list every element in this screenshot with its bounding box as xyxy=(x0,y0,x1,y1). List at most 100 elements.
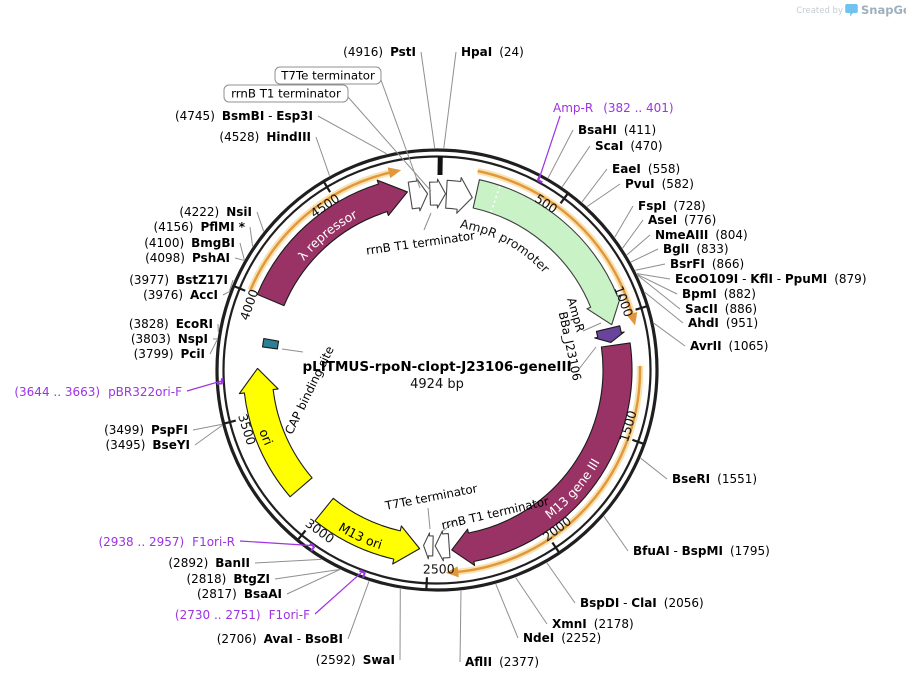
m13-ori-feature[interactable] xyxy=(314,497,421,565)
rrnb-t1-terminator-top-feature[interactable] xyxy=(429,178,447,209)
plasmid-title: pLITMUS-rpoN-cIopt-J23106-geneIII xyxy=(303,359,572,375)
rrnb-t1-terminator-bottom-feature[interactable] xyxy=(434,530,451,562)
boxed-label-leader xyxy=(380,79,421,189)
site-label-avai-bsobi[interactable]: (2706) AvaI - BsoBI xyxy=(217,632,343,646)
site-leader-line xyxy=(459,590,462,663)
orf-arc-arrowhead xyxy=(387,167,402,179)
primer-label-f1ori-r[interactable]: (2938 .. 2957) F1ori-R xyxy=(98,535,235,549)
site-leader-line xyxy=(581,168,608,203)
t7te-terminator-top-feature[interactable] xyxy=(407,177,429,212)
site-label-bspdi-clai[interactable]: BspDI - ClaI (2056) xyxy=(580,596,704,610)
plasmid-size: 4924 bp xyxy=(410,377,464,392)
site-label-sacii[interactable]: SacII (886) xyxy=(685,302,757,316)
primer-label-pbr322ori-f[interactable]: (3644 .. 3663) pBR322ori-F xyxy=(14,385,182,399)
orf-arc xyxy=(249,171,392,291)
primer-leader-line xyxy=(538,115,561,180)
site-leader-line xyxy=(209,339,218,355)
cap-binding-site-feature[interactable] xyxy=(261,337,280,350)
inside-label-leader xyxy=(423,212,432,231)
site-label-acci[interactable]: (3976) AccI xyxy=(143,288,218,302)
ampr-feature[interactable] xyxy=(472,179,622,326)
site-label-bmgbi[interactable]: (4100) BmgBI xyxy=(144,236,235,250)
site-label-ecoo109i-kfli-ppumi[interactable]: EcoO109I - KflI - PpuMI (879) xyxy=(675,272,867,286)
site-leader-line xyxy=(254,558,322,564)
site-leader-line xyxy=(515,577,548,625)
inside-label-leader xyxy=(578,346,597,370)
site-label-pflmi[interactable]: (4156) PflMI * xyxy=(154,220,246,234)
site-label-hindiii[interactable]: (4528) HindIII xyxy=(219,130,311,144)
bba-j23106-feature[interactable] xyxy=(594,325,625,344)
site-leader-line xyxy=(547,129,574,179)
primer-mark-tick xyxy=(310,545,316,552)
site-label-bgli[interactable]: BglI (833) xyxy=(663,242,729,256)
site-leader-line xyxy=(603,516,629,552)
site-label-ahdi[interactable]: AhdI (951) xyxy=(688,316,758,330)
inside-label-t7te-terminator: T7Te terminator xyxy=(383,481,479,513)
site-label-nspi[interactable]: (3803) NspI xyxy=(131,332,208,346)
site-label-aflii[interactable]: AflII (2377) xyxy=(465,655,539,669)
site-leader-line xyxy=(274,569,340,580)
site-leader-line xyxy=(637,275,681,310)
site-label-bsaai[interactable]: (2817) BsaAI xyxy=(197,587,282,601)
watermark-brand: SnapGene xyxy=(861,3,906,17)
tick-mark xyxy=(559,193,569,204)
site-label-nsii[interactable]: (4222) NsiI xyxy=(179,205,252,219)
site-leader-line xyxy=(194,425,223,446)
site-label-bsmbi-esp3i[interactable]: (4745) BsmBI - Esp3I xyxy=(175,109,313,123)
site-label-psti[interactable]: (4916) PstI xyxy=(343,45,416,59)
inside-label-leader xyxy=(442,520,456,532)
site-label-scai[interactable]: ScaI (470) xyxy=(595,139,663,153)
boxed-label-t7te-terminator[interactable]: T7Te terminator xyxy=(280,69,375,83)
plasmid-ring-outer xyxy=(215,148,659,592)
site-leader-line xyxy=(239,242,245,260)
site-leader-line xyxy=(640,457,668,480)
site-label-bseyi[interactable]: (3495) BseYI xyxy=(106,438,191,452)
site-label-bstz17i[interactable]: (3977) BstZ17I xyxy=(129,273,228,287)
site-label-fspi[interactable]: FspI (728) xyxy=(638,199,706,213)
site-label-banii[interactable]: (2892) BanII xyxy=(168,556,250,570)
inside-label-rrnb-t1-terminator: rrnB T1 terminator xyxy=(365,228,476,257)
site-label-swai[interactable]: (2592) SwaI xyxy=(316,653,395,667)
site-leader-line xyxy=(626,234,651,256)
site-leader-line xyxy=(249,226,254,247)
site-leader-line xyxy=(234,257,245,261)
t7te-terminator-bottom-feature[interactable] xyxy=(422,532,434,560)
site-label-eaei[interactable]: EaeI (558) xyxy=(612,162,680,176)
site-label-xmni[interactable]: XmnI (2178) xyxy=(552,617,634,631)
site-label-avrii[interactable]: AvrII (1065) xyxy=(690,339,768,353)
ampr-promoter-arrow-feature[interactable] xyxy=(445,176,473,214)
site-label-ecori[interactable]: (3828) EcoRI xyxy=(129,317,213,331)
site-label-nmeaiii[interactable]: NmeAIII (804) xyxy=(655,228,748,242)
orf-arc-arrowhead xyxy=(445,566,459,578)
primer-label-amp-r[interactable]: Amp-R (382 .. 401) xyxy=(553,101,674,115)
primer-label-f1ori-f[interactable]: (2730 .. 2751) F1ori-F xyxy=(175,608,310,622)
tick-mark xyxy=(632,438,644,445)
site-label-bpmi[interactable]: BpmI (882) xyxy=(682,287,756,301)
site-leader-line xyxy=(622,219,644,249)
ori-feature[interactable] xyxy=(238,367,313,498)
site-label-bsahi[interactable]: BsaHI (411) xyxy=(578,123,656,137)
site-label-btgzi[interactable]: (2818) BtgZI xyxy=(186,572,270,586)
m13-gene-iii-feature[interactable] xyxy=(451,342,633,566)
site-label-pspfi[interactable]: (3499) PspFI xyxy=(104,423,188,437)
site-label-hpai[interactable]: HpaI (24) xyxy=(461,45,524,59)
site-leader-line xyxy=(192,423,222,431)
site-label-bfuai-bspmi[interactable]: BfuAI - BspMI (1795) xyxy=(633,544,770,558)
tick-mark xyxy=(551,541,560,553)
site-label-bsrfi[interactable]: BsrFI (866) xyxy=(670,257,744,271)
site-label-pvui[interactable]: PvuI (582) xyxy=(625,177,694,191)
tick-mark xyxy=(297,529,307,541)
site-label-asei[interactable]: AseI (776) xyxy=(648,213,716,227)
site-label-ndei[interactable]: NdeI (2252) xyxy=(523,631,601,645)
inside-label-leader xyxy=(582,322,602,332)
site-label-pshai[interactable]: (4098) PshAI xyxy=(145,251,230,265)
orf-arc-arrowhead xyxy=(626,311,638,326)
boxed-label-rrnb-t1-terminator[interactable]: rrnB T1 terminator xyxy=(231,87,341,101)
site-leader-line xyxy=(256,211,265,232)
site-label-pcii[interactable]: (3799) PciI xyxy=(134,347,205,361)
site-leader-line xyxy=(315,136,330,176)
site-leader-line xyxy=(637,273,678,295)
lambda-repressor-feature[interactable] xyxy=(256,179,408,307)
site-leader-line xyxy=(630,248,659,263)
site-label-bseri[interactable]: BseRI (1551) xyxy=(672,472,757,486)
